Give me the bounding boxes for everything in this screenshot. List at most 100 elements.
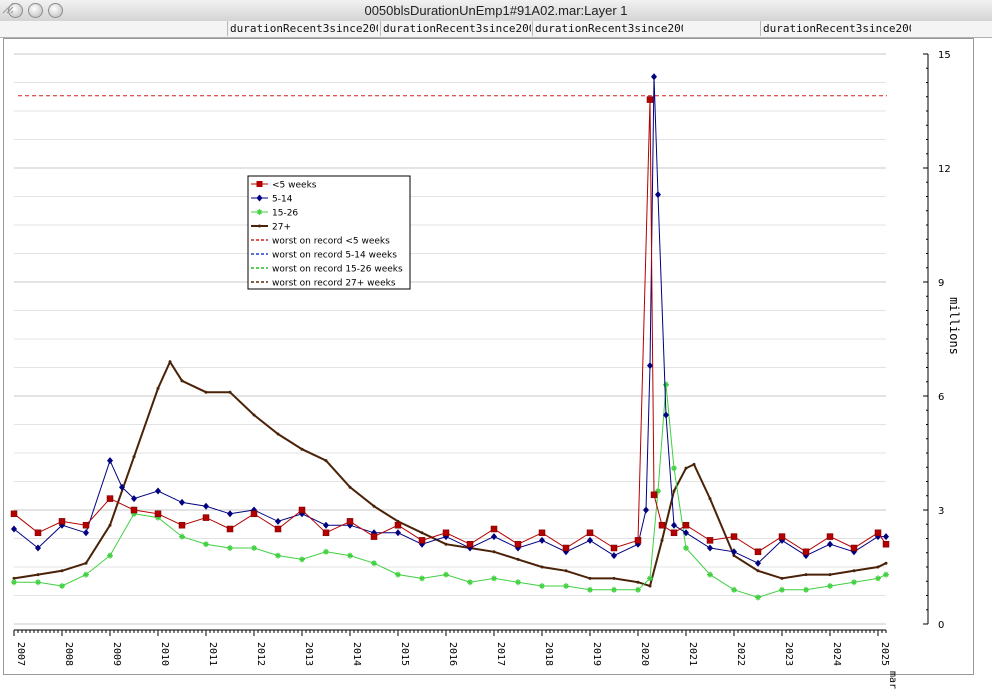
point-lt5	[322, 529, 330, 537]
point-w27p	[588, 576, 592, 580]
point-w27p	[852, 569, 856, 573]
y-tick-label: 6	[938, 392, 944, 403]
point-w5_14	[107, 457, 113, 465]
point-w5_14	[827, 540, 833, 548]
point-w27p	[660, 538, 664, 542]
point-lt5	[298, 506, 306, 514]
legend-marker	[256, 181, 263, 187]
legend-label: worst on record 5-14 weeks	[272, 251, 397, 261]
point-lt5	[730, 533, 738, 540]
x-tick-label: 2019	[591, 642, 602, 666]
point-w15_26	[251, 545, 257, 551]
point-w15_26	[443, 571, 449, 578]
point-lt5	[130, 506, 138, 514]
point-lt5	[250, 510, 258, 518]
minimize-window-button[interactable]	[28, 3, 43, 18]
point-w15_26	[323, 548, 329, 555]
point-w27p	[564, 569, 568, 573]
point-w27p	[324, 459, 328, 463]
point-w15_26	[563, 583, 569, 589]
point-lt5	[874, 529, 882, 537]
x-tick-label: 2020	[639, 642, 650, 666]
point-w27p	[108, 523, 112, 527]
point-lt5	[646, 96, 654, 103]
point-lt5	[882, 540, 890, 548]
point-lt5	[658, 521, 666, 529]
legend-label: worst on record <5 weeks	[272, 237, 390, 247]
point-w27p	[732, 554, 736, 558]
point-w15_26	[851, 579, 857, 586]
point-w27p	[60, 569, 64, 573]
point-w15_26	[179, 533, 185, 540]
point-w15_26	[587, 586, 593, 593]
x-tick-label: 2023	[783, 642, 794, 666]
point-w5_14	[83, 529, 89, 537]
legend-label: 5-14	[272, 195, 293, 205]
point-lt5	[634, 537, 642, 544]
point-w27p	[156, 386, 160, 390]
point-w27p	[132, 455, 136, 459]
legend-label: <5 weeks	[272, 181, 317, 191]
layer-tab-2[interactable]: durationRecent3since2007	[380, 21, 531, 36]
x-tick-label-month: mar	[887, 671, 898, 689]
point-w15_26	[275, 552, 281, 559]
point-w15_26	[539, 583, 545, 589]
point-w5_14	[651, 73, 657, 81]
point-lt5	[370, 533, 378, 540]
point-w5_14	[155, 487, 161, 495]
x-tick-label: 2018	[543, 642, 554, 666]
point-lt5	[650, 491, 658, 499]
close-window-button[interactable]	[8, 3, 23, 18]
point-lt5	[802, 548, 810, 556]
point-w15_26	[11, 579, 17, 586]
point-w5_14	[655, 191, 661, 199]
point-w27p	[876, 565, 880, 569]
point-w15_26	[515, 579, 521, 586]
resize-grip-icon[interactable]	[0, 0, 14, 14]
point-w5_14	[671, 521, 677, 529]
series-line-w27p	[13, 359, 887, 588]
point-w5_14	[119, 483, 125, 491]
point-w27p	[756, 569, 760, 573]
point-w27p	[672, 489, 676, 493]
point-w15_26	[131, 510, 137, 517]
layer-tab-1[interactable]: durationRecent3since2007	[227, 21, 378, 36]
point-w27p	[884, 561, 888, 565]
x-tick-label: 2017	[495, 642, 506, 666]
point-w15_26	[779, 586, 785, 593]
point-lt5	[10, 510, 18, 518]
legend-marker	[258, 224, 261, 228]
point-w5_14	[731, 548, 737, 556]
point-w27p	[420, 531, 424, 535]
point-lt5	[226, 525, 234, 533]
point-w27p	[516, 557, 520, 561]
point-w5_14	[131, 495, 137, 503]
layer-tab-bar: durationRecent3since2007 durationRecent3…	[0, 21, 992, 38]
x-tick-label: 2015	[399, 642, 410, 666]
point-w15_26	[611, 586, 617, 593]
x-tick-label: 2008	[63, 642, 74, 666]
layer-tab-4[interactable]: durationRecent3since2007	[760, 21, 911, 36]
legend-label: worst on record 15-26 weeks	[272, 265, 403, 275]
point-lt5	[154, 510, 162, 518]
point-w27p	[84, 561, 88, 565]
point-w27p	[636, 580, 640, 584]
point-w15_26	[83, 571, 89, 578]
legend-label: 15-26	[272, 209, 298, 219]
x-tick-label: 2021	[687, 642, 698, 666]
point-w15_26	[155, 514, 161, 521]
point-lt5	[34, 529, 42, 537]
point-w15_26	[35, 579, 41, 586]
point-lt5	[610, 544, 618, 552]
x-tick-label: 2025	[879, 642, 890, 666]
layer-tab-3[interactable]: durationRecent3since2007	[532, 21, 683, 36]
window-title: 0050blsDurationUnEmp1#91A02.mar:Layer 1	[364, 3, 628, 18]
zoom-window-button[interactable]	[48, 3, 63, 18]
y-tick-label: 15	[938, 50, 951, 61]
legend-label: worst on record 27+ weeks	[272, 279, 396, 289]
point-w15_26	[663, 381, 669, 388]
point-w5_14	[663, 411, 669, 419]
point-w5_14	[179, 498, 185, 506]
point-w15_26	[683, 545, 689, 551]
